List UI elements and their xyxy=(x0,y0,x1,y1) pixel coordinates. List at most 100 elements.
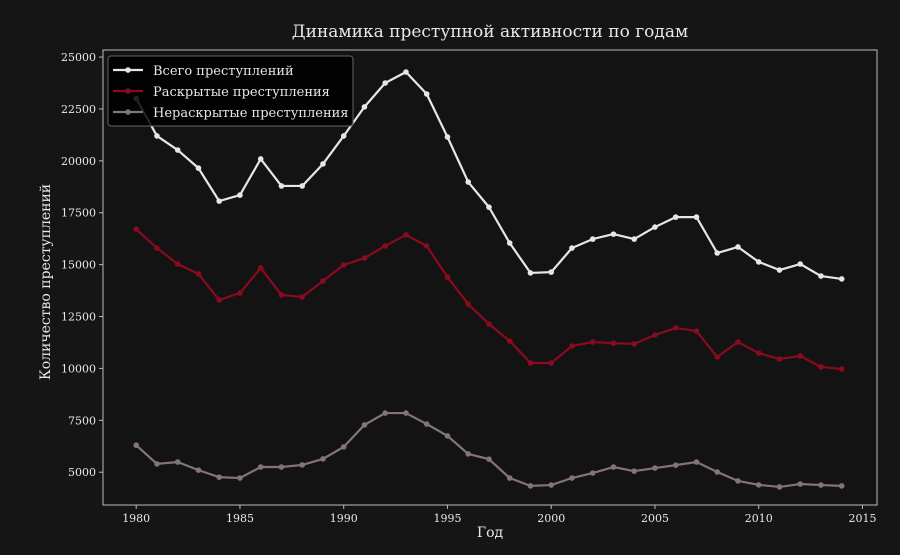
data-point xyxy=(278,183,285,189)
data-point xyxy=(548,360,555,366)
data-point xyxy=(755,259,762,265)
data-point xyxy=(610,231,617,237)
data-point xyxy=(133,442,140,449)
y-tick-label: 15000 xyxy=(61,259,96,272)
data-point xyxy=(735,244,741,250)
data-point xyxy=(257,265,264,271)
data-point xyxy=(154,461,160,467)
x-tick-label: 1990 xyxy=(330,512,358,525)
data-point xyxy=(548,482,555,488)
data-point xyxy=(237,192,243,198)
legend-label: Нераскрытые преступления xyxy=(153,106,349,121)
data-point xyxy=(382,410,389,416)
data-point xyxy=(154,133,160,139)
data-point xyxy=(382,80,389,86)
data-point xyxy=(340,133,347,139)
data-point xyxy=(735,478,741,484)
data-point xyxy=(652,332,658,338)
data-point xyxy=(195,271,202,277)
y-tick-label: 12500 xyxy=(61,311,96,324)
data-point xyxy=(797,261,804,267)
data-point xyxy=(133,226,140,232)
data-point xyxy=(714,469,721,475)
data-point xyxy=(672,325,679,331)
data-point xyxy=(838,483,845,489)
data-point xyxy=(776,267,783,273)
data-point xyxy=(216,297,223,303)
y-tick-label: 17500 xyxy=(61,207,96,220)
data-point xyxy=(506,240,513,246)
data-point xyxy=(589,339,596,345)
data-point xyxy=(361,104,368,110)
data-point xyxy=(838,366,845,372)
data-point xyxy=(423,91,430,97)
data-point xyxy=(818,273,824,279)
data-point xyxy=(714,354,721,360)
y-tick-label: 10000 xyxy=(61,362,96,375)
data-point xyxy=(631,341,638,347)
data-point xyxy=(631,468,638,474)
data-point xyxy=(672,462,679,468)
data-point xyxy=(548,269,555,275)
data-point xyxy=(652,224,658,230)
data-point xyxy=(320,278,326,284)
legend-marker xyxy=(125,67,131,73)
data-point xyxy=(257,464,264,470)
data-point xyxy=(527,360,534,366)
y-tick-label: 7500 xyxy=(68,414,96,427)
x-tick-label: 2010 xyxy=(745,512,773,525)
x-tick-label: 1980 xyxy=(122,512,150,525)
data-point xyxy=(216,474,223,480)
data-point xyxy=(818,482,824,488)
data-point xyxy=(486,204,492,210)
data-point xyxy=(797,481,804,487)
data-point xyxy=(672,214,679,220)
data-point xyxy=(527,483,534,489)
data-point xyxy=(257,156,264,162)
data-point xyxy=(818,364,824,370)
x-axis-label: Год xyxy=(477,525,504,541)
data-point xyxy=(527,270,534,276)
data-point xyxy=(340,444,347,450)
data-point xyxy=(195,165,202,171)
data-point xyxy=(486,321,492,327)
data-point xyxy=(174,261,181,267)
data-point xyxy=(237,290,243,296)
data-point xyxy=(755,482,762,488)
data-point xyxy=(569,475,575,481)
data-point xyxy=(776,484,783,490)
data-point xyxy=(299,294,306,300)
data-point xyxy=(444,134,451,140)
data-point xyxy=(693,328,700,334)
data-point xyxy=(486,456,492,462)
data-point xyxy=(320,161,326,167)
data-point xyxy=(569,343,575,349)
data-point xyxy=(693,459,700,465)
x-tick-label: 2005 xyxy=(641,512,669,525)
data-point xyxy=(361,255,368,261)
y-tick-label: 22500 xyxy=(61,103,96,116)
data-point xyxy=(382,243,389,249)
data-point xyxy=(569,245,575,251)
data-point xyxy=(610,464,617,470)
y-tick-label: 20000 xyxy=(61,155,96,168)
data-point xyxy=(403,69,409,75)
data-point xyxy=(506,338,513,344)
legend-marker xyxy=(125,88,131,94)
x-tick-label: 2015 xyxy=(848,512,876,525)
data-point xyxy=(444,274,451,280)
data-point xyxy=(423,421,430,427)
data-point xyxy=(735,339,741,345)
data-point xyxy=(465,179,472,185)
data-point xyxy=(278,464,285,470)
data-point xyxy=(693,214,700,220)
data-point xyxy=(631,236,638,242)
data-point xyxy=(361,422,368,428)
legend-label: Раскрытые преступления xyxy=(153,85,330,100)
data-point xyxy=(776,356,783,362)
data-point xyxy=(216,198,223,204)
data-point xyxy=(195,467,202,473)
data-point xyxy=(278,292,285,298)
data-point xyxy=(506,475,513,481)
